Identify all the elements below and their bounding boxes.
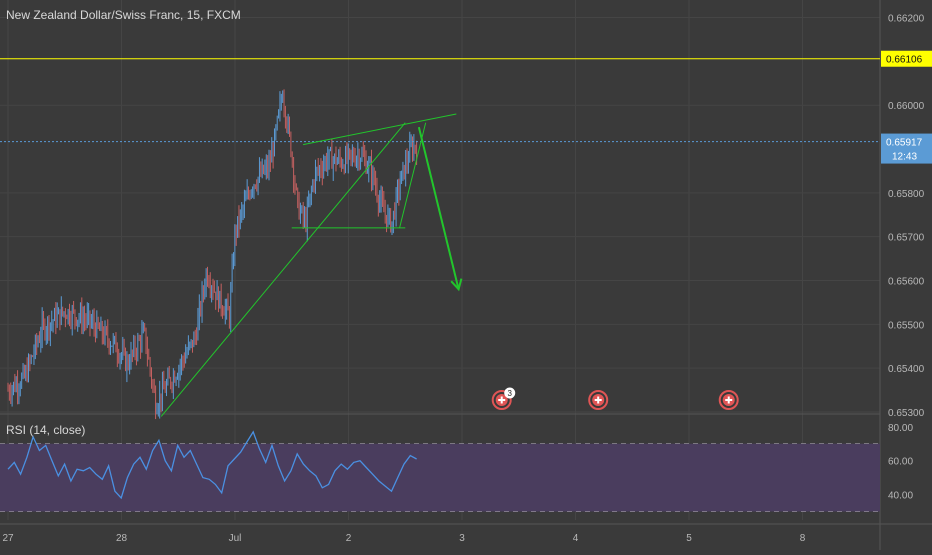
rsi-tick-label: 60.00 [888,457,913,468]
arrow-head [450,278,463,292]
rsi-band [0,443,880,512]
current-price-label: 0.65917 [886,138,923,149]
event-plus-icon [500,396,503,404]
event-plus-icon [727,396,730,404]
chart-title: New Zealand Dollar/Swiss Franc, 15, FXCM [6,8,241,22]
level-line-tag [881,50,932,67]
y-tick-label: 0.66000 [888,101,925,112]
current-price-tag [881,133,932,164]
level-line-label: 0.66106 [886,55,923,66]
y-tick-label: 0.65500 [888,320,925,331]
y-tick-label: 0.65400 [888,364,925,375]
y-tick-label: 0.66200 [888,14,925,25]
y-tick-label: 0.65700 [888,233,925,244]
x-tick-label: 8 [800,533,806,544]
x-tick-label: 28 [116,533,128,544]
rsi-tick-label: 80.00 [888,423,913,434]
x-tick-label: 27 [2,533,14,544]
y-tick-label: 0.65300 [888,408,925,419]
rsi-tick-label: 40.00 [888,491,913,502]
event-badge-count: 3 [507,389,512,398]
arrow-shaft [417,126,460,290]
x-tick-label: 4 [573,533,579,544]
y-tick-label: 0.65800 [888,189,925,200]
x-tick-label: 5 [686,533,692,544]
trendline-wedge-upper [303,113,457,146]
event-badge [504,387,516,399]
x-tick-label: 3 [459,533,465,544]
rsi-label: RSI (14, close) [6,423,85,437]
x-tick-label: 2 [346,533,352,544]
x-tick-label: Jul [229,533,242,544]
trendline-long-trendline [160,122,406,417]
y-tick-label: 0.65600 [888,277,925,288]
event-plus-icon [597,396,600,404]
countdown-label: 12:43 [892,152,917,163]
rsi-line [7,430,417,500]
